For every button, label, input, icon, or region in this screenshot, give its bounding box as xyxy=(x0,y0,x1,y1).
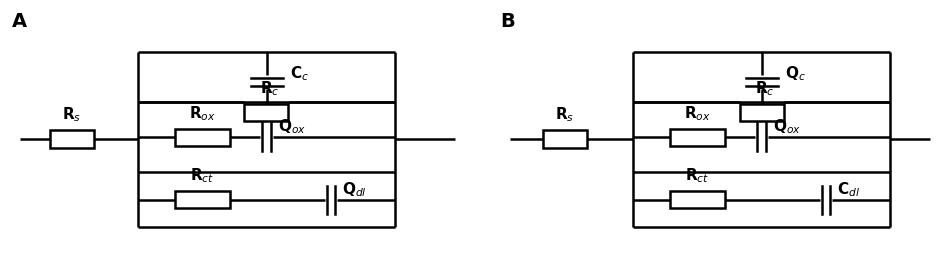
Bar xyxy=(739,103,783,121)
Bar xyxy=(543,130,586,148)
Text: Q$_{ox}$: Q$_{ox}$ xyxy=(772,118,800,136)
Bar xyxy=(669,191,724,208)
Text: R$_{ct}$: R$_{ct}$ xyxy=(684,166,709,185)
Text: Q$_{dl}$: Q$_{dl}$ xyxy=(342,180,366,199)
Bar xyxy=(669,128,724,145)
Text: C$_c$: C$_c$ xyxy=(289,65,309,83)
Text: A: A xyxy=(12,12,27,31)
Text: Q$_c$: Q$_c$ xyxy=(784,65,804,83)
Bar xyxy=(50,130,93,148)
Text: R$_c$: R$_c$ xyxy=(260,79,279,97)
Bar xyxy=(175,128,229,145)
Text: R$_s$: R$_s$ xyxy=(555,105,574,124)
Text: R$_c$: R$_c$ xyxy=(754,79,773,97)
Text: C$_{dl}$: C$_{dl}$ xyxy=(836,180,859,199)
Bar xyxy=(244,103,288,121)
Text: R$_{ct}$: R$_{ct}$ xyxy=(190,166,214,185)
Text: B: B xyxy=(499,12,514,31)
Text: Q$_{ox}$: Q$_{ox}$ xyxy=(278,118,306,136)
Text: R$_s$: R$_s$ xyxy=(62,105,81,124)
Bar xyxy=(175,191,229,208)
Text: R$_{ox}$: R$_{ox}$ xyxy=(683,104,710,123)
Text: R$_{ox}$: R$_{ox}$ xyxy=(189,104,215,123)
